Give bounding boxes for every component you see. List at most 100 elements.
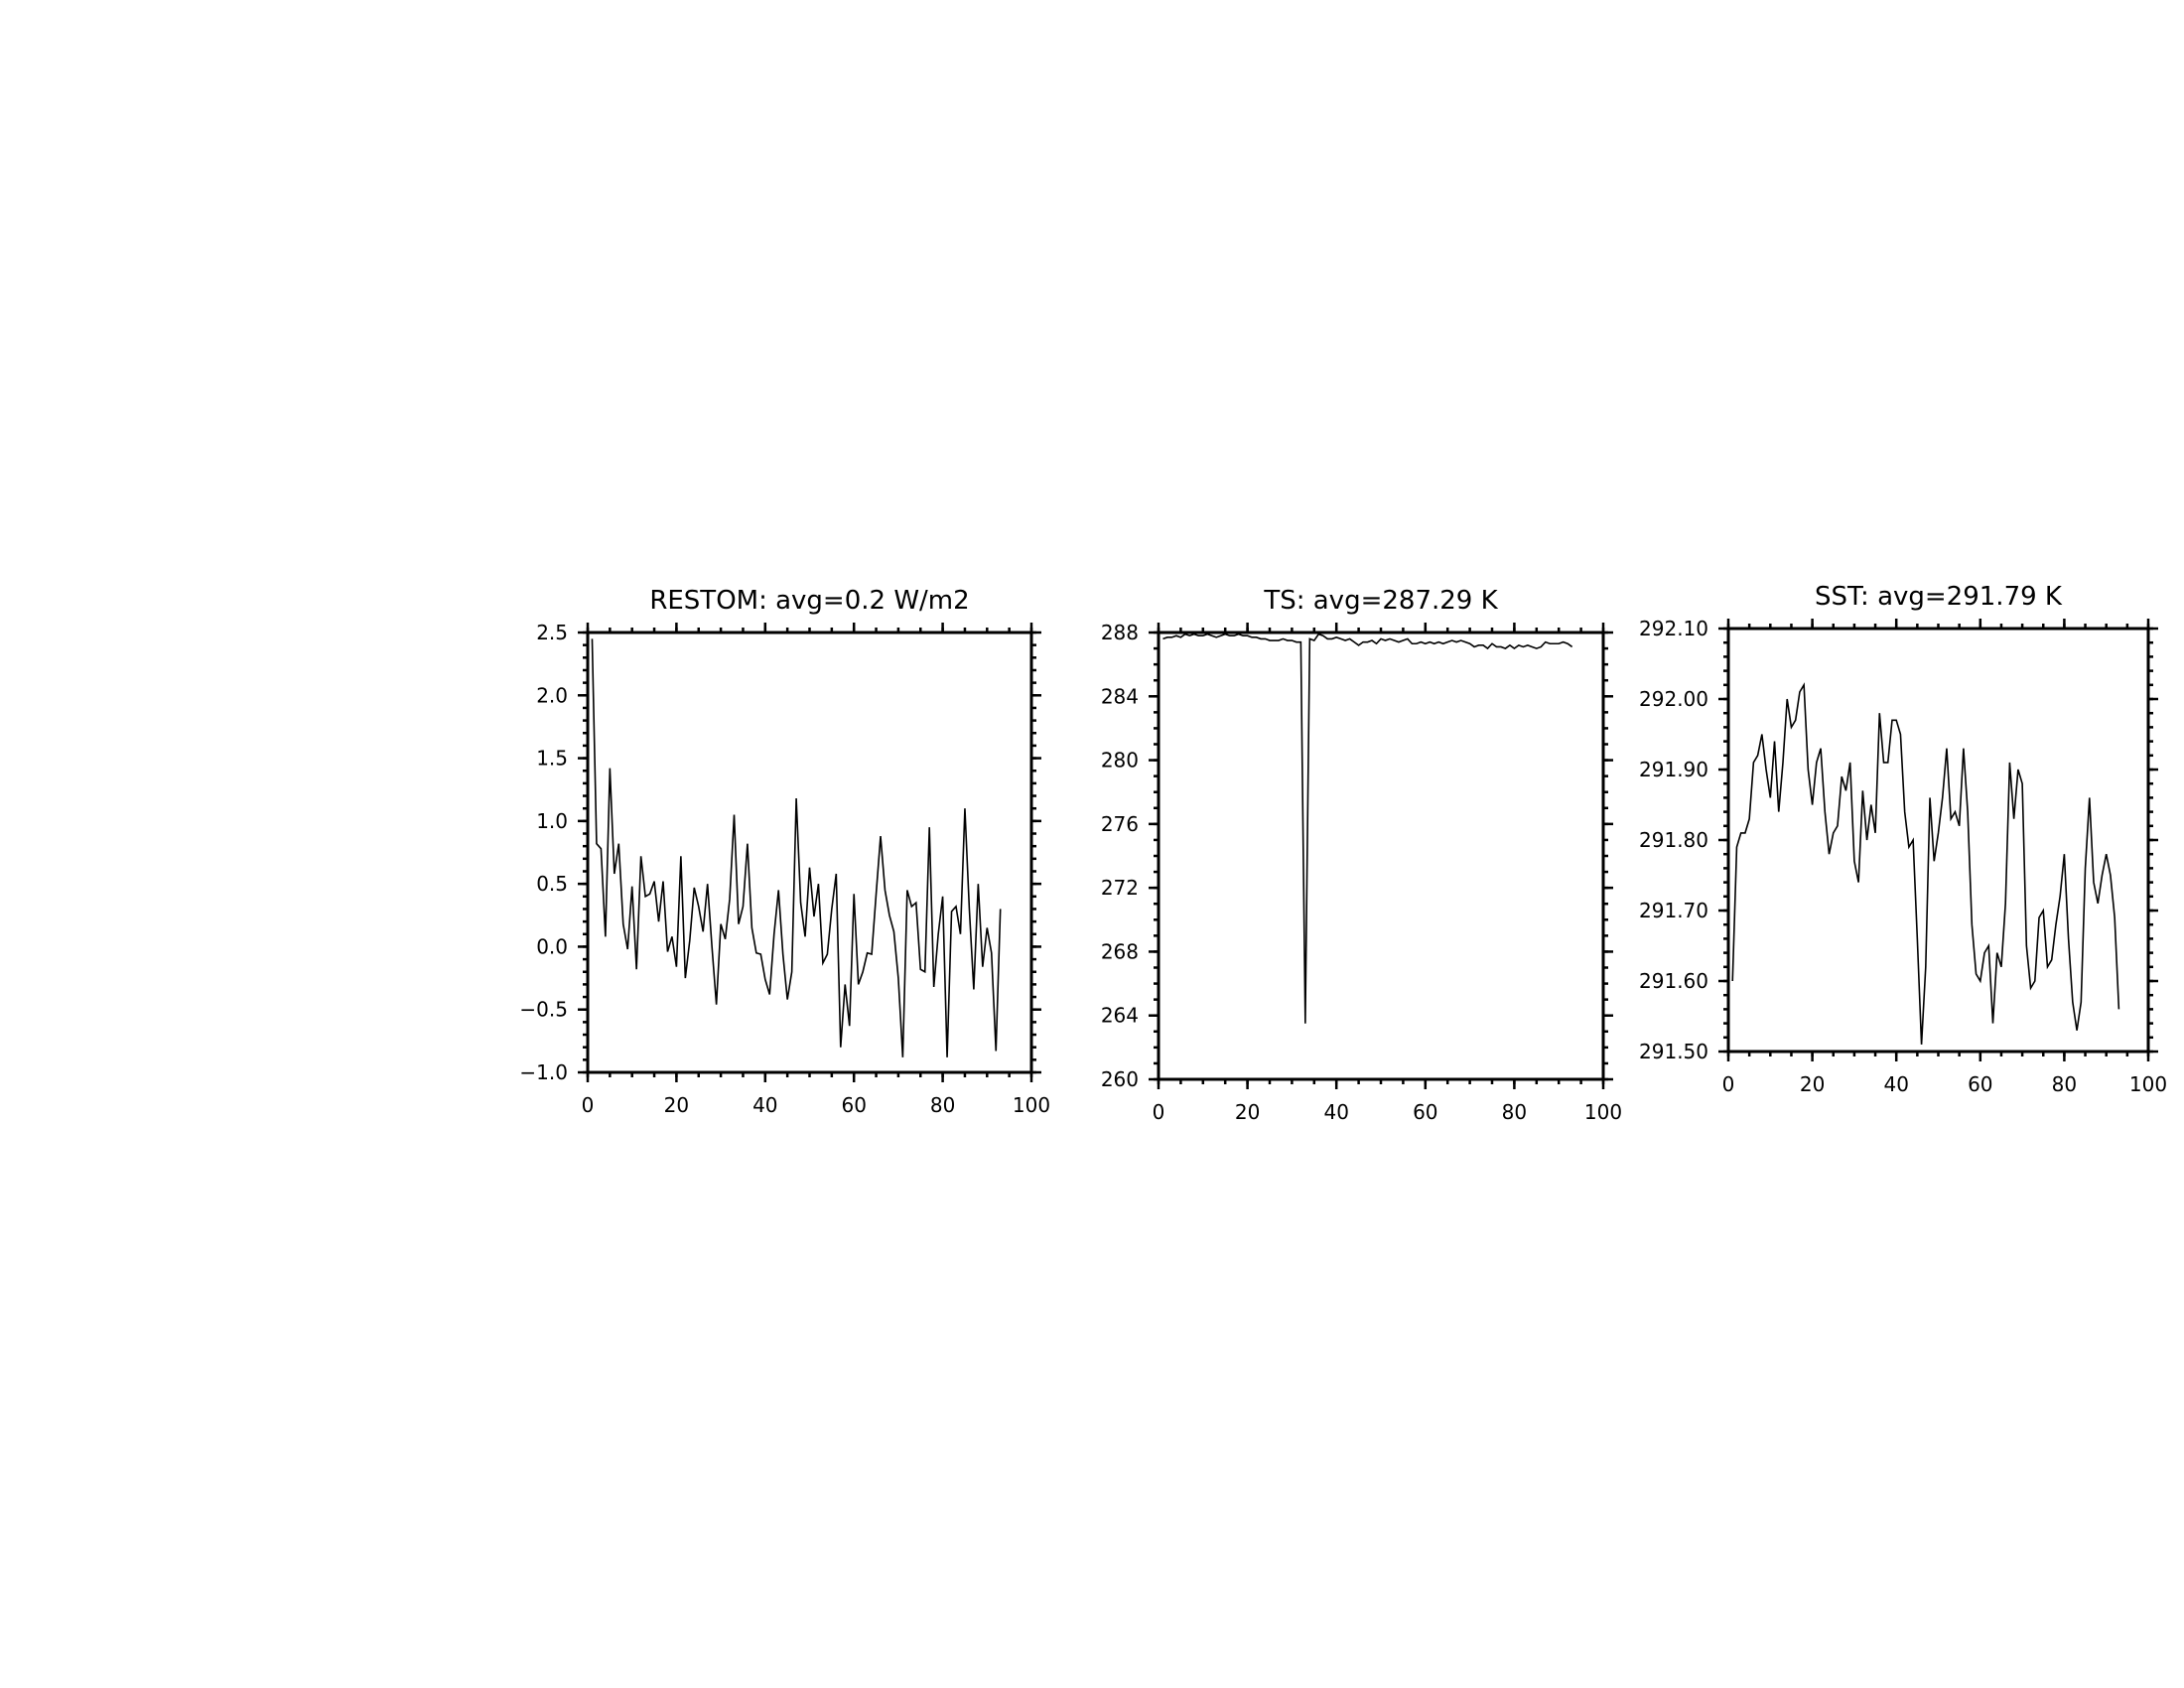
chart-title: TS: avg=287.29 K [1263,586,1498,616]
data-point [738,923,740,925]
data-point [658,920,660,922]
data-point [1829,853,1831,855]
x-tick-label: 80 [1502,1100,1527,1124]
data-point [1895,720,1897,722]
data-point [626,948,628,950]
data-point [858,984,860,986]
data-point [605,936,607,938]
data-point [1753,762,1755,764]
data-point [1883,762,1885,764]
data-point [1744,832,1746,834]
series-line [1162,633,1573,1024]
data-point [1921,1044,1923,1046]
data-point [2097,903,2099,905]
data-point [1260,638,1262,640]
data-point [2059,896,2061,898]
data-point [1322,634,1324,636]
data-point [716,1004,718,1006]
data-point [2106,853,2108,855]
data-point [1545,641,1547,643]
data-point [1296,641,1297,643]
y-tick-label: 0.5 [536,872,568,896]
data-point [946,1056,948,1058]
y-tick-label: 272 [1101,876,1139,900]
data-point [1731,980,1733,982]
data-point [1429,641,1431,643]
data-point [1451,639,1453,641]
plot-frame [1157,631,1605,1081]
data-point [1532,646,1534,648]
data-point [2000,966,2002,968]
data-point [1955,811,1957,813]
x-tick-label: 0 [1153,1100,1165,1124]
data-point [1959,825,1961,827]
data-point [622,923,624,925]
data-point [1460,639,1462,641]
data-point [1967,811,1969,813]
data-point [2034,980,2036,982]
data-point [1925,966,1927,968]
y-tick-label: 284 [1101,684,1139,708]
data-point [995,1051,997,1053]
data-point [1987,945,1989,947]
data-point [840,1047,842,1049]
data-point [1870,804,1872,806]
data-point [867,952,869,954]
data-point [2085,868,2087,870]
data-point [2064,853,2066,855]
data-point [880,835,882,837]
data-point [885,890,887,892]
data-point [1335,636,1337,638]
data-point [768,994,770,996]
data-point [973,989,975,991]
data-point [1385,639,1387,641]
data-point [849,1025,851,1027]
data-point [1938,832,1940,834]
data-point [1979,980,1981,982]
data-point [1421,641,1423,643]
data-point [1482,644,1484,646]
data-point [1782,762,1784,764]
data-point [1795,720,1797,722]
data-point [928,826,930,828]
y-tick-label: −0.5 [519,998,568,1022]
data-point [2114,916,2116,918]
data-point [755,952,757,954]
y-tick-label: 2.5 [536,621,568,644]
data-point [734,814,736,816]
data-point [1917,938,1919,940]
data-point [876,893,878,895]
data-point [1309,638,1311,640]
data-point [791,971,793,973]
data-point [1554,642,1556,644]
data-point [800,902,802,904]
data-point [680,855,682,857]
data-point [2072,1002,2074,1004]
data-point [1812,804,1814,806]
data-point [1487,647,1489,649]
data-point [1540,646,1542,648]
x-tick-label: 20 [1235,1100,1260,1124]
data-point [1862,790,1864,792]
data-point [1437,641,1439,643]
data-point [1455,641,1457,643]
data-point [1344,639,1346,641]
data-point [592,638,594,640]
chart-title: RESTOM: avg=0.2 W/m2 [649,586,969,616]
data-point [1198,634,1200,636]
data-point [2089,797,2091,799]
data-point [862,971,864,973]
data-point [1740,832,1742,834]
data-point [1433,642,1435,644]
chart-2: TS: avg=287.29 K 0 20 40 60 80 100 260 264 268 272… [1101,586,1622,1124]
data-point [836,873,838,875]
data-point [813,915,815,917]
data-point [991,952,993,954]
data-point [1469,642,1471,644]
data-point [2051,959,2053,961]
data-point [693,887,695,889]
data-point [1180,636,1182,638]
data-point [1900,734,1902,736]
data-point [617,843,619,845]
data-point [1799,691,1801,693]
